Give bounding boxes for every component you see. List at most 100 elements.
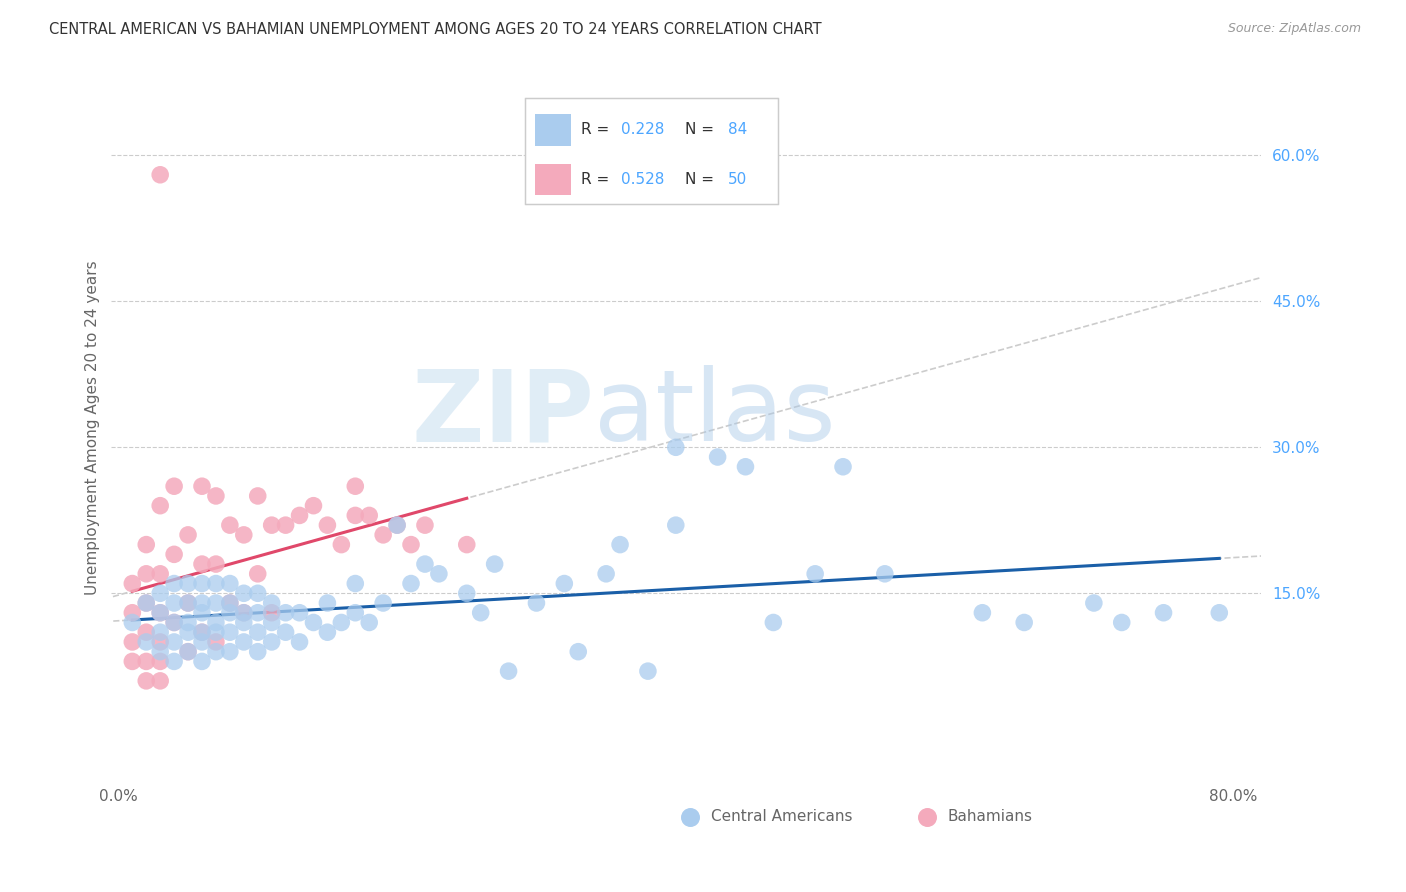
- Point: [149, 673, 172, 688]
- Point: [163, 479, 186, 493]
- Point: [274, 518, 297, 533]
- Point: [260, 615, 283, 630]
- Point: [484, 557, 506, 571]
- Point: [121, 576, 143, 591]
- Point: [135, 635, 157, 649]
- Point: [246, 606, 269, 620]
- Point: [316, 596, 339, 610]
- Point: [498, 664, 520, 678]
- Point: [218, 645, 240, 659]
- Point: [191, 557, 214, 571]
- Point: [205, 596, 228, 610]
- Point: [609, 538, 631, 552]
- Point: [149, 654, 172, 668]
- Point: [218, 596, 240, 610]
- Point: [163, 547, 186, 561]
- Point: [191, 606, 214, 620]
- Point: [177, 596, 200, 610]
- Point: [316, 518, 339, 533]
- Point: [330, 615, 353, 630]
- Point: [260, 518, 283, 533]
- Point: [205, 489, 228, 503]
- Point: [163, 635, 186, 649]
- Point: [205, 557, 228, 571]
- Point: [232, 606, 254, 620]
- Point: [218, 596, 240, 610]
- Point: [260, 635, 283, 649]
- Text: atlas: atlas: [595, 366, 837, 462]
- Text: Bahamians: Bahamians: [948, 809, 1032, 824]
- Point: [274, 625, 297, 640]
- Point: [135, 596, 157, 610]
- Point: [706, 450, 728, 464]
- Point: [288, 635, 311, 649]
- Point: [288, 606, 311, 620]
- Point: [205, 625, 228, 640]
- Point: [456, 586, 478, 600]
- Y-axis label: Unemployment Among Ages 20 to 24 years: Unemployment Among Ages 20 to 24 years: [86, 260, 100, 595]
- Point: [177, 528, 200, 542]
- Point: [1083, 596, 1105, 610]
- Point: [191, 625, 214, 640]
- Point: [274, 606, 297, 620]
- Point: [413, 557, 436, 571]
- Point: [205, 635, 228, 649]
- Point: [149, 635, 172, 649]
- Point: [163, 576, 186, 591]
- Point: [191, 576, 214, 591]
- Point: [191, 654, 214, 668]
- Point: [205, 615, 228, 630]
- Point: [218, 576, 240, 591]
- Point: [177, 615, 200, 630]
- Point: [972, 606, 994, 620]
- Point: [1012, 615, 1035, 630]
- Point: [163, 615, 186, 630]
- Point: [232, 606, 254, 620]
- Point: [413, 518, 436, 533]
- Point: [526, 596, 548, 610]
- Point: [316, 625, 339, 640]
- Point: [260, 606, 283, 620]
- Point: [762, 615, 785, 630]
- Point: [344, 576, 367, 591]
- Point: [427, 566, 450, 581]
- Text: ZIP: ZIP: [412, 366, 595, 462]
- Point: [246, 489, 269, 503]
- Point: [135, 596, 157, 610]
- Point: [177, 576, 200, 591]
- Point: [873, 566, 896, 581]
- Point: [191, 635, 214, 649]
- Point: [232, 528, 254, 542]
- Point: [399, 538, 422, 552]
- Point: [359, 615, 381, 630]
- Point: [121, 635, 143, 649]
- Point: [260, 596, 283, 610]
- Point: [373, 528, 395, 542]
- Point: [191, 479, 214, 493]
- Point: [177, 596, 200, 610]
- Point: [567, 645, 589, 659]
- Point: [1208, 606, 1230, 620]
- Point: [191, 596, 214, 610]
- Point: [232, 615, 254, 630]
- Point: [330, 538, 353, 552]
- Point: [163, 615, 186, 630]
- Point: [149, 606, 172, 620]
- Point: [135, 625, 157, 640]
- Point: [191, 625, 214, 640]
- Point: [149, 499, 172, 513]
- Point: [470, 606, 492, 620]
- Point: [177, 645, 200, 659]
- Point: [205, 576, 228, 591]
- Point: [832, 459, 855, 474]
- Point: [149, 566, 172, 581]
- Point: [915, 786, 938, 800]
- Point: [359, 508, 381, 523]
- Point: [734, 459, 756, 474]
- Text: Source: ZipAtlas.com: Source: ZipAtlas.com: [1227, 22, 1361, 36]
- Point: [149, 625, 172, 640]
- Point: [399, 576, 422, 591]
- Point: [456, 538, 478, 552]
- Point: [232, 635, 254, 649]
- Point: [385, 518, 408, 533]
